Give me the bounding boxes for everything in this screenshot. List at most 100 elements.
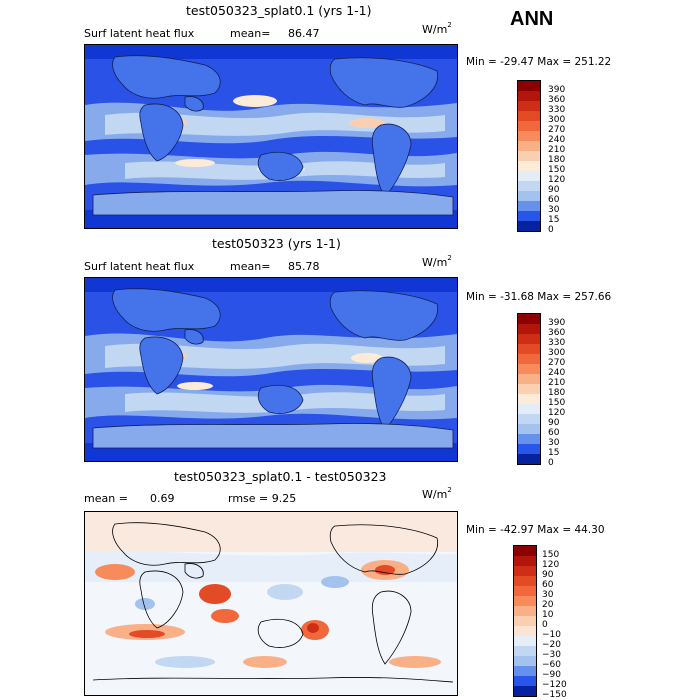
colorbar-swatch: [518, 444, 540, 454]
colorbar-tick: −20: [542, 640, 561, 650]
map-field: [85, 512, 457, 695]
colorbar-tick: 30: [548, 205, 560, 215]
mean-value: 0.69: [150, 492, 175, 505]
colorbar-tick: 360: [548, 95, 566, 105]
colorbar-tick: 10: [542, 610, 554, 620]
colorbar-swatch: [518, 111, 540, 121]
colorbar-swatch: [518, 201, 540, 211]
colorbar-tick: 30: [542, 590, 554, 600]
colorbar-swatch: [514, 576, 536, 586]
min-max-label: Min = -31.68 Max = 257.66: [466, 291, 612, 303]
panel-title: test050323 (yrs 1-1): [212, 236, 341, 251]
colorbar-tick: 60: [548, 195, 560, 205]
colorbar-tick: 20: [542, 600, 554, 610]
season-label: ANN: [510, 8, 554, 30]
min-max-label: Min = -29.47 Max = 251.22: [466, 56, 612, 68]
colorbar-tick: 240: [548, 368, 566, 378]
colorbar-tick: 15: [548, 215, 560, 225]
colorbar-swatch: [518, 181, 540, 191]
colorbar-swatch: [518, 141, 540, 151]
colorbar-tick: 90: [548, 185, 560, 195]
colorbar: [513, 545, 537, 697]
colorbar-tick: 150: [548, 398, 566, 408]
colorbar-swatch: [518, 314, 540, 324]
mean-label: mean=: [230, 260, 271, 273]
colorbar-tick: 210: [548, 378, 566, 388]
mean-value: 86.47: [288, 27, 320, 40]
units-label: W/m2: [422, 486, 452, 501]
colorbar-swatch: [518, 131, 540, 141]
colorbar-tick: 330: [548, 338, 566, 348]
colorbar-tick: 90: [548, 418, 560, 428]
colorbar-swatch: [514, 556, 536, 566]
map-plot: [84, 277, 458, 462]
colorbar-swatch: [514, 646, 536, 656]
colorbar-swatch: [518, 384, 540, 394]
colorbar-swatch: [514, 546, 536, 556]
colorbar-swatch: [518, 454, 540, 464]
colorbar-swatch: [518, 374, 540, 384]
colorbar-tick: −10: [542, 630, 561, 640]
colorbar-swatch: [518, 334, 540, 344]
colorbar-tick: 90: [542, 570, 554, 580]
colorbar-tick: 120: [548, 408, 566, 418]
colorbar-tick: −60: [542, 660, 561, 670]
colorbar-tick: 210: [548, 145, 566, 155]
colorbar-tick: 150: [542, 550, 560, 560]
colorbar-swatch: [518, 344, 540, 354]
colorbar-tick: 240: [548, 135, 566, 145]
colorbar-tick: −30: [542, 650, 561, 660]
colorbar-swatch: [518, 364, 540, 374]
colorbar-tick: 60: [542, 580, 554, 590]
colorbar-tick: 390: [548, 318, 566, 328]
colorbar-swatch: [518, 404, 540, 414]
colorbar-tick: 270: [548, 125, 566, 135]
mean-label: mean=: [230, 27, 271, 40]
colorbar-tick: 390: [548, 85, 566, 95]
colorbar-tick: 120: [542, 560, 560, 570]
colorbar-swatch: [518, 324, 540, 334]
colorbar-swatch: [518, 151, 540, 161]
colorbar-tick: −120: [542, 680, 567, 690]
colorbar-tick: 180: [548, 155, 566, 165]
colorbar-swatch: [518, 101, 540, 111]
colorbar: [517, 80, 541, 232]
colorbar-tick: 60: [548, 428, 560, 438]
colorbar-swatch: [514, 596, 536, 606]
map-plot: [84, 511, 458, 696]
mean-value: 85.78: [288, 260, 320, 273]
panel-title: test050323_splat0.1 (yrs 1-1): [186, 3, 372, 18]
colorbar-swatch: [518, 171, 540, 181]
units-label: W/m2: [422, 21, 452, 36]
colorbar-tick: 0: [548, 225, 554, 235]
colorbar-ticks: 390 360 330 300 270 240 210 180 150 120 …: [548, 318, 565, 468]
colorbar-swatch: [518, 91, 540, 101]
min-max-label: Min = -42.97 Max = 44.30: [466, 524, 605, 536]
colorbar-swatch: [518, 121, 540, 131]
colorbar-tick: 300: [548, 348, 566, 358]
colorbar-swatch: [518, 211, 540, 221]
colorbar-tick: 330: [548, 105, 566, 115]
colorbar-swatch: [518, 424, 540, 434]
colorbar-swatch: [518, 81, 540, 91]
colorbar-swatch: [518, 414, 540, 424]
colorbar: [517, 313, 541, 465]
colorbar-tick: 120: [548, 175, 566, 185]
colorbar-tick: 30: [548, 438, 560, 448]
colorbar-ticks: 390 360 330 300 270 240 210 180 150 120 …: [548, 85, 565, 235]
field-label: Surf latent heat flux: [84, 27, 195, 40]
colorbar-tick: 0: [542, 620, 548, 630]
colorbar-tick: 270: [548, 358, 566, 368]
colorbar-tick: −150: [542, 690, 567, 700]
field-label: Surf latent heat flux: [84, 260, 195, 273]
colorbar-swatch: [514, 626, 536, 636]
colorbar-swatch: [518, 354, 540, 364]
map-field: [85, 45, 457, 228]
colorbar-swatch: [514, 616, 536, 626]
colorbar-tick: −90: [542, 670, 561, 680]
colorbar-swatch: [518, 434, 540, 444]
colorbar-swatch: [514, 586, 536, 596]
mean-label: mean =: [84, 492, 128, 505]
map-field: [85, 278, 457, 461]
colorbar-swatch: [518, 221, 540, 231]
